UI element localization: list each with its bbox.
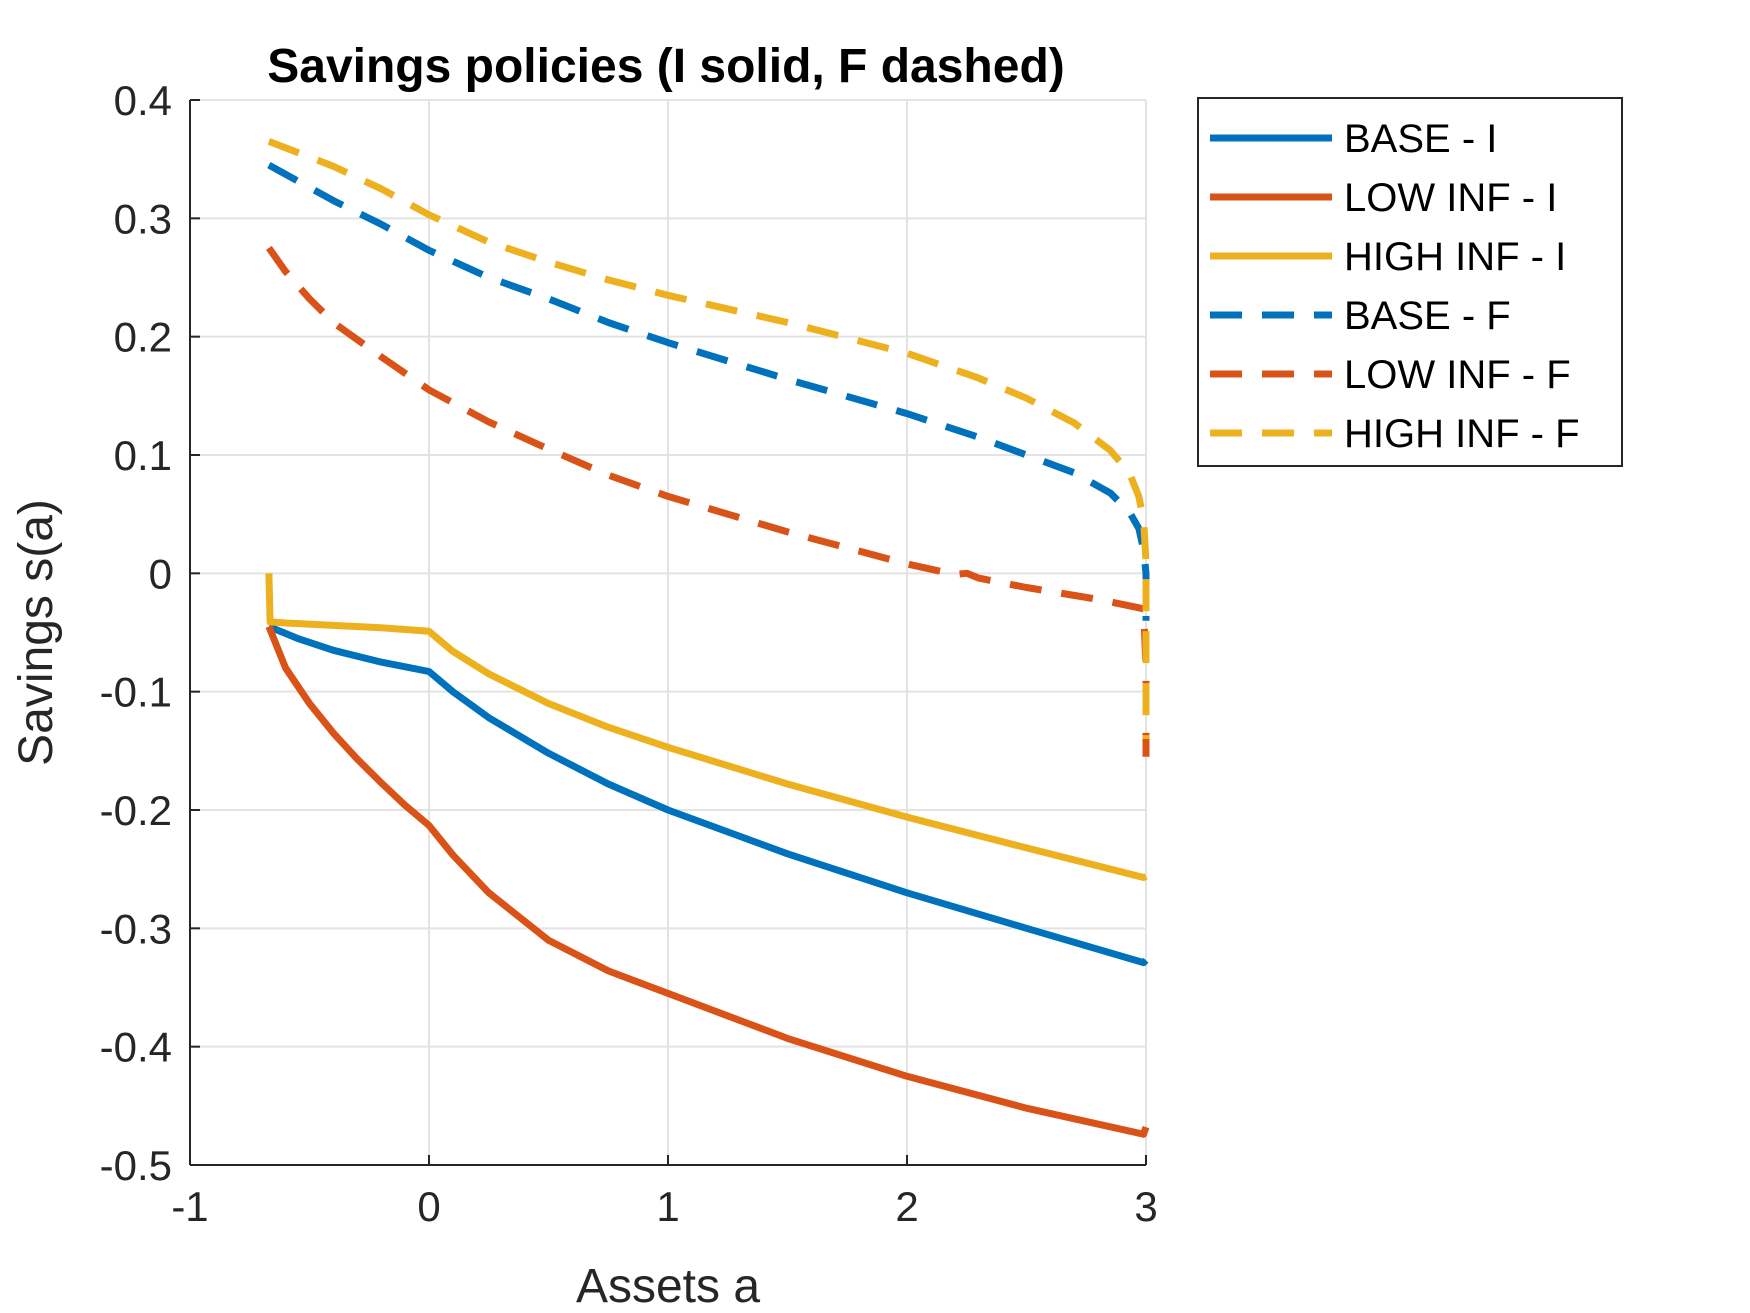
x-tick-labels: -1 0 1 2 3 (171, 1183, 1157, 1230)
y-tick-label: -0.1 (100, 669, 172, 716)
legend-label-6: HIGH INF - F (1344, 412, 1580, 456)
legend-label-4: BASE - F (1344, 294, 1511, 338)
series-line-3 (265, 573, 1148, 881)
plot-area (189, 99, 1150, 1166)
legend-label-1: BASE - I (1344, 117, 1497, 161)
legend: BASE - I LOW INF - I HIGH INF - I BASE - F L… (1197, 97, 1623, 467)
y-tick-label: 0.1 (114, 432, 172, 479)
y-tick-label: -0.2 (100, 787, 172, 834)
y-tick-labels: -0.5 -0.4 -0.3 -0.2 -0.1 0 0.1 0.2 0.3 0.4 (100, 77, 172, 1189)
y-tick-label: 0 (149, 550, 172, 597)
x-tick-label: 2 (895, 1183, 918, 1230)
y-tick-label: 0.4 (114, 77, 172, 124)
legend-label-2: LOW INF - I (1344, 176, 1557, 220)
x-tick-label: -1 (171, 1183, 208, 1230)
series-line-6 (267, 138, 1150, 739)
series-line-2 (265, 625, 1150, 1138)
y-tick-label: 0.2 (114, 314, 172, 361)
axes (189, 99, 1147, 1166)
series-line-5 (266, 245, 1150, 757)
x-tick-label: 1 (656, 1183, 679, 1230)
legend-box (1197, 97, 1623, 467)
series-layer (265, 138, 1150, 1138)
y-tick-label: 0.3 (114, 195, 172, 242)
series-line-4 (267, 162, 1150, 621)
series-line-1 (267, 623, 1149, 967)
x-axis-label: Assets a (576, 1260, 760, 1313)
y-tick-label: -0.5 (100, 1142, 172, 1189)
y-axis-label: Savings s(a) (10, 499, 63, 766)
x-tick-label: 3 (1134, 1183, 1157, 1230)
chart-title: Savings policies (I solid, F dashed) (267, 40, 1065, 93)
y-tick-label: -0.4 (100, 1024, 172, 1071)
y-tick-label: -0.3 (100, 905, 172, 952)
legend-label-5: LOW INF - F (1344, 353, 1571, 397)
x-tick-label: 0 (417, 1183, 440, 1230)
legend-label-3: HIGH INF - I (1344, 235, 1566, 279)
